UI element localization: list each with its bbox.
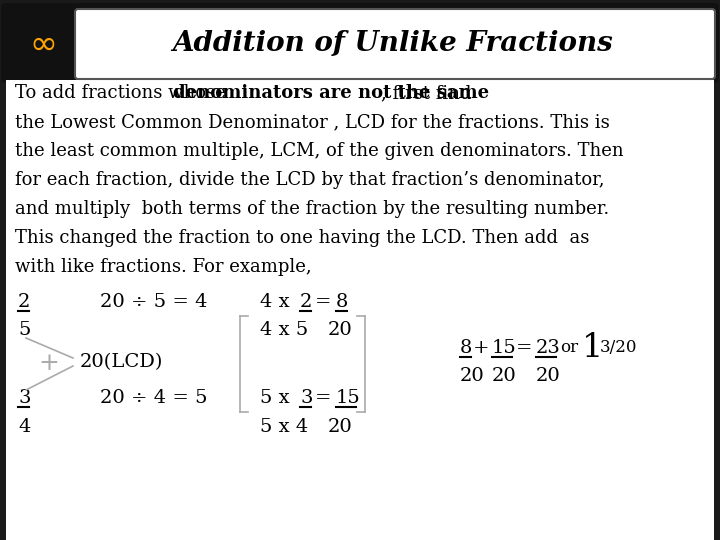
Text: 20: 20 [492,367,517,385]
Text: and multiply  both terms of the fraction by the resulting number.: and multiply both terms of the fraction … [15,200,609,218]
Text: denominators are not the same: denominators are not the same [173,84,489,102]
Text: the least common multiple, LCM, of the given denominators. Then: the least common multiple, LCM, of the g… [15,142,624,160]
Text: for each fraction, divide the LCD by that fraction’s denominator,: for each fraction, divide the LCD by tha… [15,171,605,189]
Text: 4: 4 [18,418,30,436]
Text: 1: 1 [582,332,603,364]
Text: =: = [315,293,331,311]
Text: 2: 2 [18,293,30,311]
Text: +: + [38,353,59,375]
Text: 15: 15 [492,339,517,357]
Text: 4 x: 4 x [260,293,296,311]
Text: 5 x: 5 x [260,389,296,407]
Text: 5: 5 [18,321,30,339]
Text: 20(LCD): 20(LCD) [80,353,163,371]
FancyBboxPatch shape [1,3,719,83]
Text: 20: 20 [536,367,561,385]
FancyBboxPatch shape [75,9,715,79]
Text: 15: 15 [336,389,361,407]
Text: , first find: , first find [382,84,472,102]
Text: 4 x 5: 4 x 5 [260,321,308,339]
Text: =: = [516,339,533,357]
Text: with like fractions. For example,: with like fractions. For example, [15,258,312,276]
Text: 20 ÷ 4 = 5: 20 ÷ 4 = 5 [100,389,207,407]
Text: =: = [315,389,331,407]
Text: Addition of Unlike Fractions: Addition of Unlike Fractions [173,30,613,57]
Text: 8: 8 [460,339,472,357]
Text: 5 x 4: 5 x 4 [260,418,308,436]
FancyBboxPatch shape [6,80,714,540]
Text: $\infty$: $\infty$ [29,26,55,59]
Text: 20: 20 [328,418,353,436]
Text: the Lowest Common Denominator , LCD for the fractions. This is: the Lowest Common Denominator , LCD for … [15,113,610,131]
Text: 3: 3 [300,389,312,407]
Text: To add fractions whose: To add fractions whose [15,84,232,102]
Text: 3: 3 [18,389,30,407]
Text: 20 ÷ 5 = 4: 20 ÷ 5 = 4 [100,293,207,311]
Text: This changed the fraction to one having the LCD. Then add  as: This changed the fraction to one having … [15,229,590,247]
Text: 3/20: 3/20 [600,340,637,356]
Text: 23: 23 [536,339,561,357]
Circle shape [12,13,72,73]
Text: +: + [473,339,490,357]
Text: 20: 20 [328,321,353,339]
Text: or: or [560,340,578,356]
Text: 20: 20 [460,367,485,385]
Text: 2: 2 [300,293,312,311]
Text: 8: 8 [336,293,348,311]
